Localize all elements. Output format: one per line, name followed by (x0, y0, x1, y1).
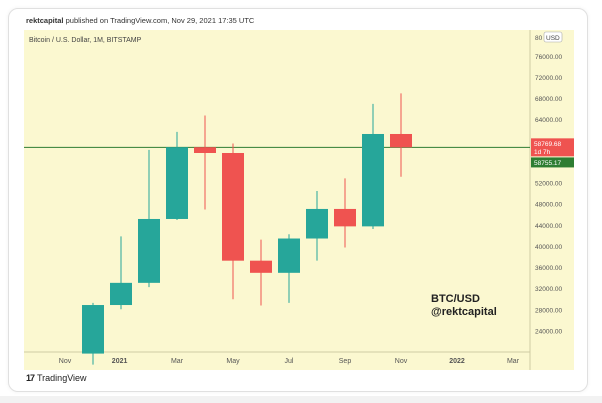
candle-body (138, 218, 160, 283)
y-tick-label: 40000.00 (535, 244, 562, 251)
y-tick-label-top: 80 (535, 35, 543, 42)
currency-label: USD (546, 35, 560, 42)
candle-body (82, 305, 104, 354)
bottom-strip (0, 396, 602, 403)
x-tick-label: Nov (395, 358, 408, 365)
y-tick-label: 52000.00 (535, 181, 562, 188)
x-tick-label: Mar (507, 358, 520, 365)
candle-body (334, 208, 356, 227)
x-tick-label: 2021 (112, 358, 128, 365)
currency-badge (543, 31, 563, 43)
author-name[interactable]: rektcapital (26, 16, 64, 25)
x-tick-label: 2022 (449, 358, 465, 365)
candle-body (166, 147, 188, 219)
candle-body (278, 238, 300, 273)
candlestick-chart[interactable]: Bitcoin / U.S. Dollar, 1M, BITSTAMP USD80… (24, 30, 574, 370)
last-price-tag (531, 138, 574, 157)
y-tick-label: 44000.00 (535, 223, 562, 230)
time-axis-background (24, 352, 530, 370)
y-tick-label: 48000.00 (535, 202, 562, 209)
watermark-pair: BTC/USD (431, 293, 480, 305)
watermark-handle: @rektcapital (431, 306, 497, 318)
price-line-tag (531, 157, 574, 168)
candle-body (250, 260, 272, 273)
x-tick-label: Jul (285, 358, 294, 365)
y-tick-label: 72000.00 (535, 75, 562, 82)
price-axis-background (530, 30, 574, 370)
price-line-label: 58755.17 (534, 160, 561, 167)
last-price-label: 58769.68 (534, 141, 561, 148)
candle-body (390, 133, 412, 148)
x-tick-label: Nov (59, 358, 72, 365)
candle-body (362, 133, 384, 227)
x-tick-label: May (226, 358, 240, 365)
publish-info: rektcapital published on TradingView.com… (26, 16, 254, 25)
candle-body (110, 282, 132, 306)
y-tick-label: 32000.00 (535, 286, 562, 293)
candle-body (222, 152, 244, 261)
x-tick-label: Mar (171, 358, 184, 365)
x-tick-label: Sep (339, 358, 352, 365)
tradingview-footer[interactable]: 17 TradingView (26, 373, 87, 383)
publish-details: published on TradingView.com, Nov 29, 20… (63, 16, 255, 25)
tradingview-logo-icon: 17 (26, 373, 35, 383)
candle-body (194, 147, 216, 153)
y-tick-label: 36000.00 (535, 265, 562, 272)
candle-body (306, 208, 328, 239)
chart-area[interactable]: Bitcoin / U.S. Dollar, 1M, BITSTAMP USD 80… (24, 30, 574, 370)
tradingview-brand: TradingView (37, 373, 87, 383)
y-tick-label: 64000.00 (535, 117, 562, 124)
y-tick-label: 28000.00 (535, 307, 562, 314)
chart-title: Bitcoin / U.S. Dollar, 1M, BITSTAMP (29, 37, 142, 44)
plot-background (24, 30, 530, 352)
y-tick-label: 24000.00 (535, 328, 562, 335)
y-tick-label: 68000.00 (535, 96, 562, 103)
countdown-label: 1d 7h (534, 149, 551, 156)
y-tick-label: 76000.00 (535, 54, 562, 61)
